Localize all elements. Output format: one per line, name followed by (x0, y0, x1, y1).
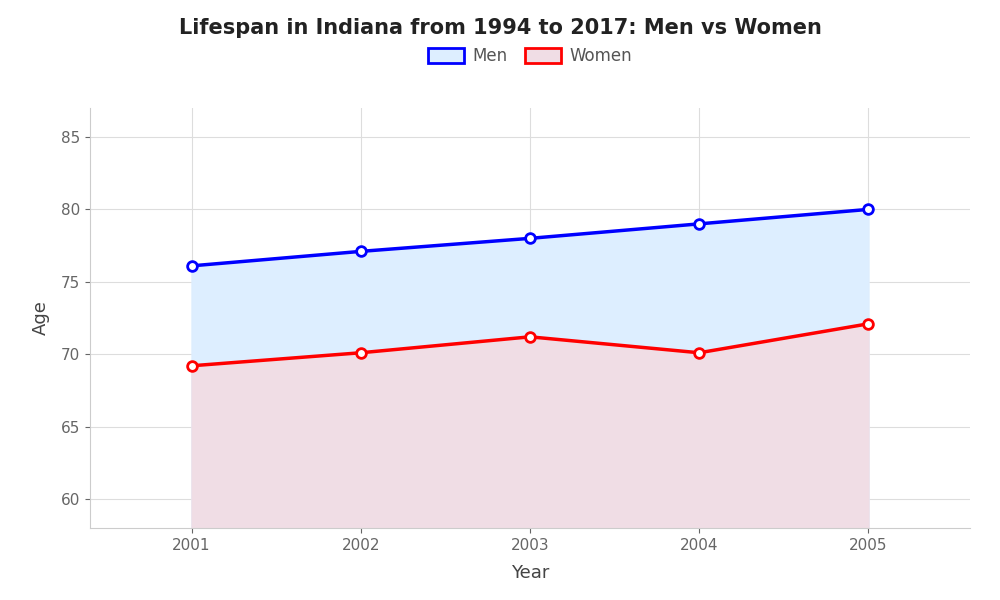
Y-axis label: Age: Age (32, 301, 50, 335)
X-axis label: Year: Year (511, 564, 549, 582)
Text: Lifespan in Indiana from 1994 to 2017: Men vs Women: Lifespan in Indiana from 1994 to 2017: M… (179, 18, 821, 38)
Legend: Men, Women: Men, Women (421, 41, 639, 72)
